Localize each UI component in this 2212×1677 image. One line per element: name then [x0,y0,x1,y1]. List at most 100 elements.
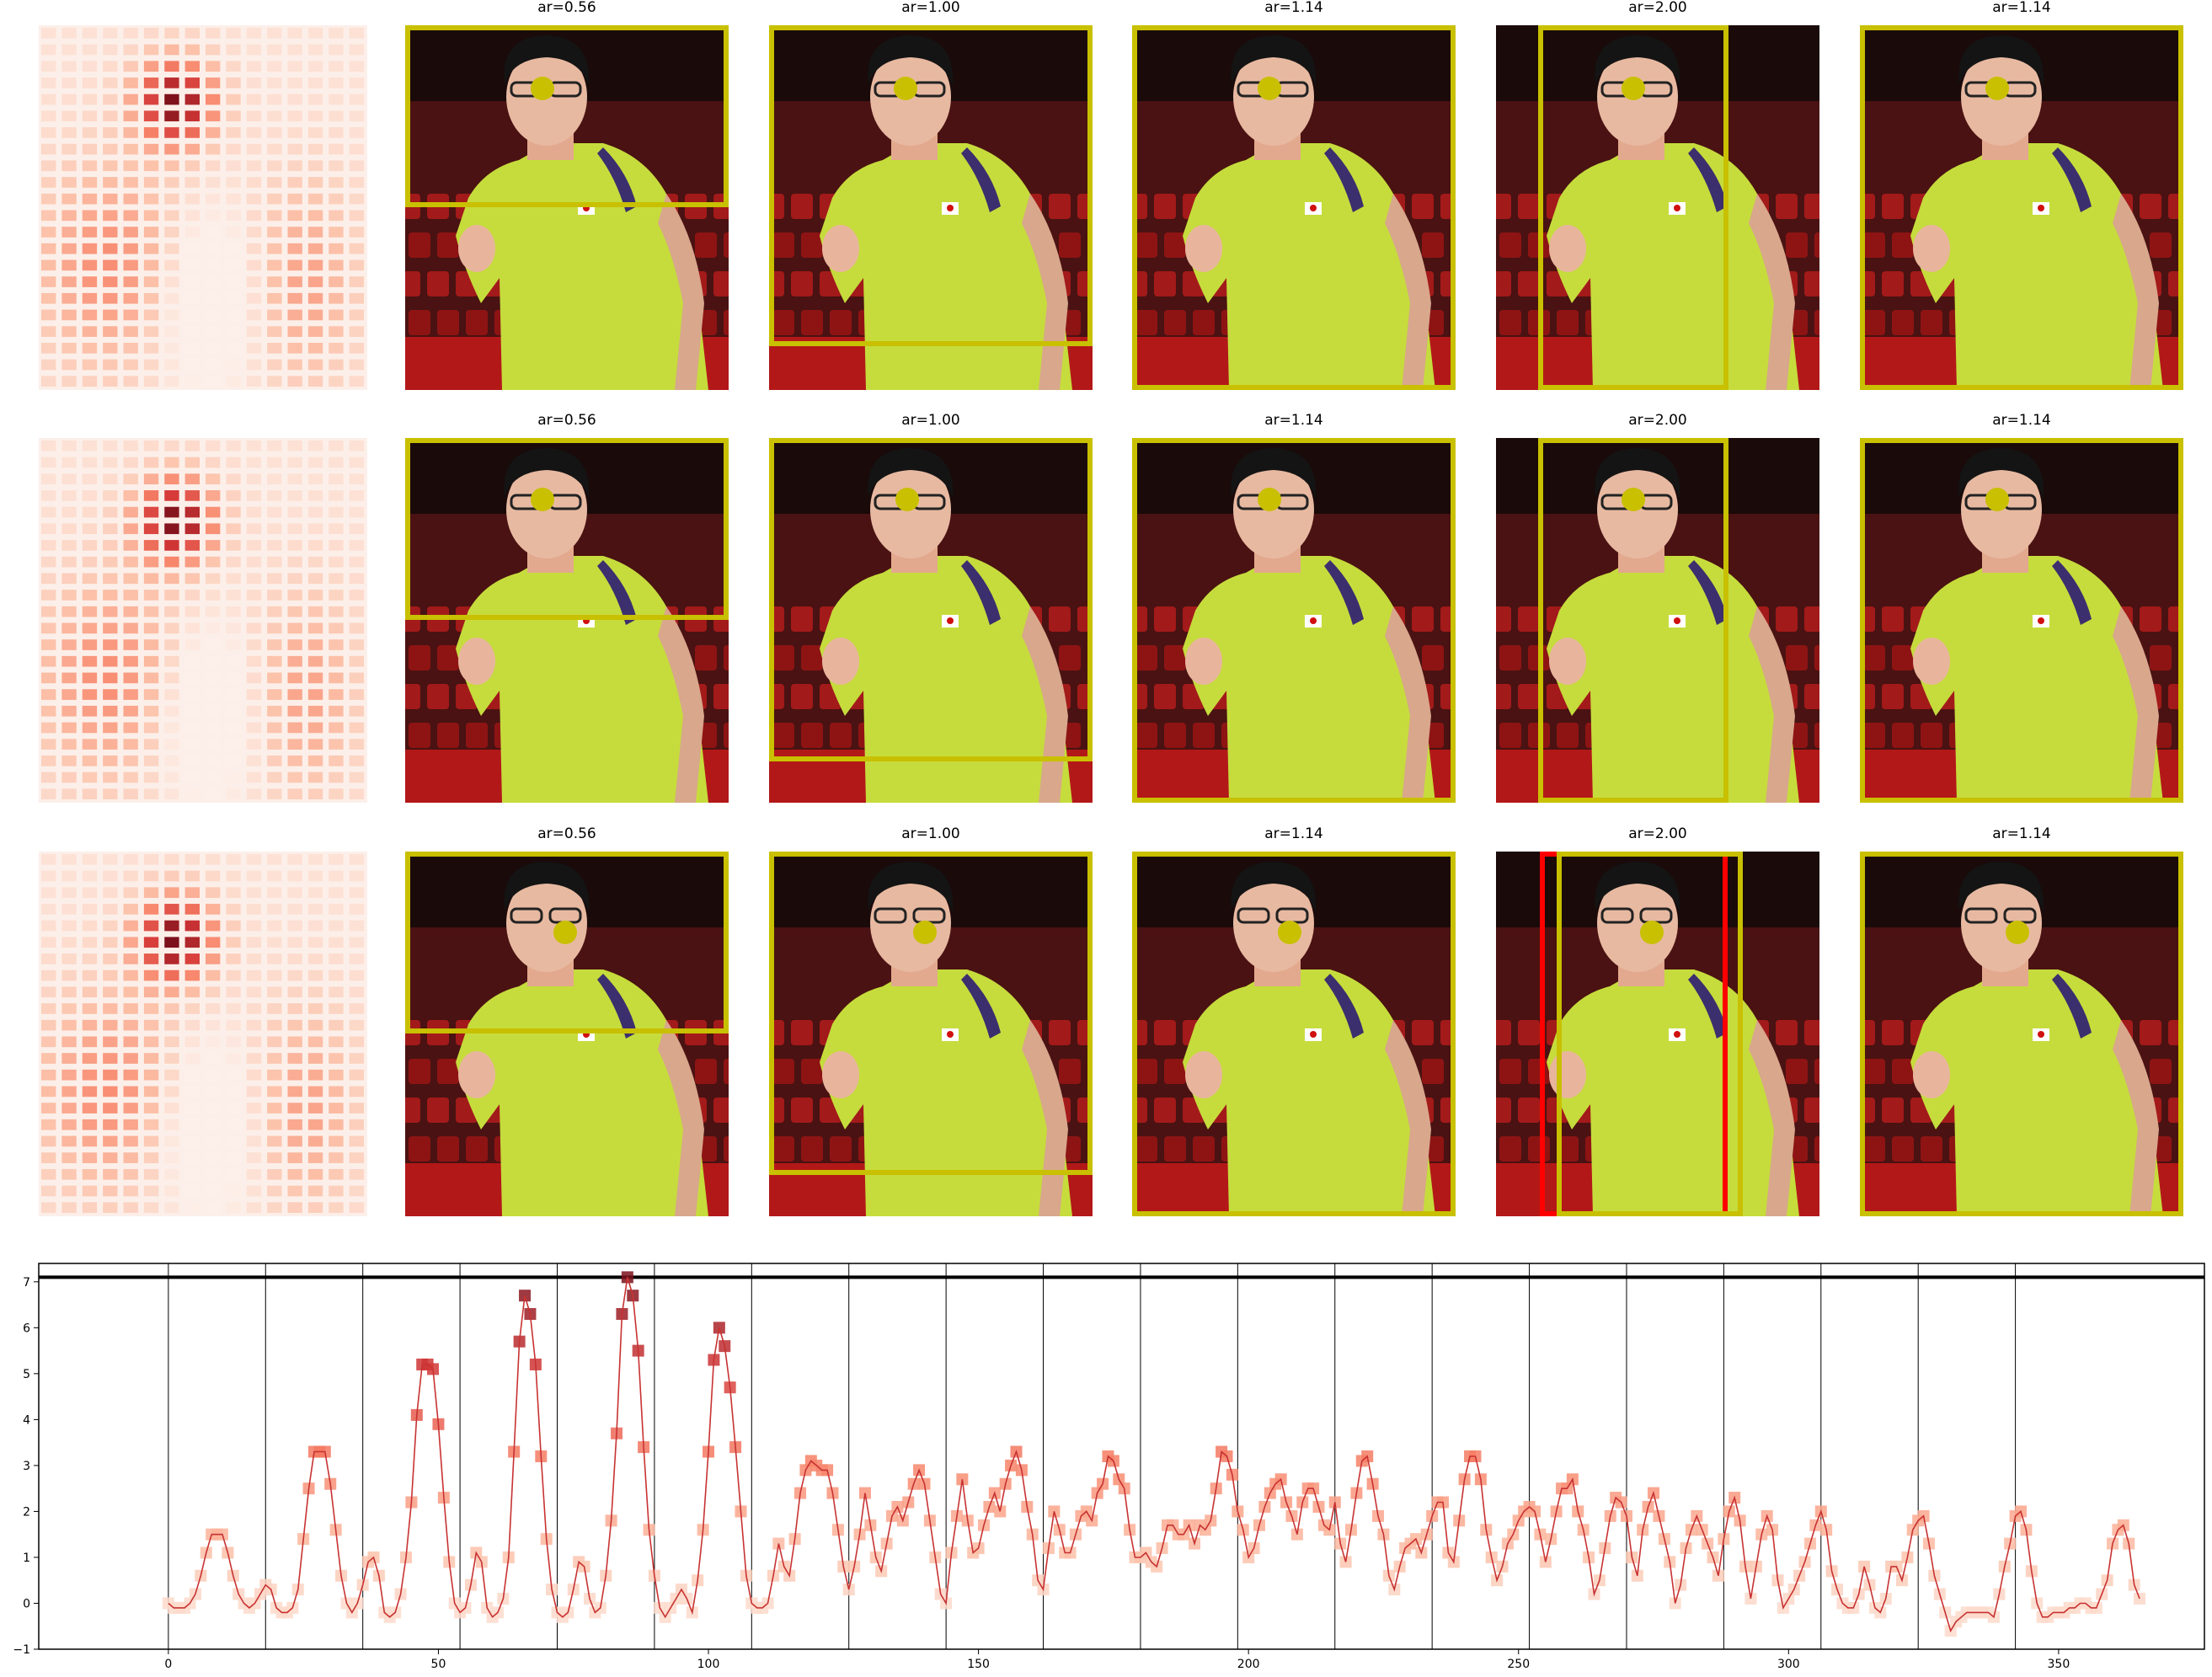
heatmap-cell [267,556,282,568]
face [1961,874,2042,972]
heatmap-cell [164,870,179,882]
seat [1776,606,1798,632]
heatmap-cell [226,292,241,304]
heatmap-cell [82,127,98,138]
seat [1863,1059,1885,1084]
heatmap-cell [123,523,138,535]
heatmap-cell [184,210,200,222]
heatmap-cell [143,904,159,915]
heatmap-cell [287,259,302,271]
panel-title: ar=0.56 [537,825,596,842]
heatmap-cell [226,110,241,122]
crop-box [769,25,1093,346]
heatmap-cell [307,326,323,337]
heatmap-cell [61,854,77,865]
heatmap-cell [143,259,159,271]
crop-panel: ar=1.14 [1860,0,2183,390]
seat [409,723,430,748]
seat [1496,1020,1511,1045]
heatmap-cell [307,1069,323,1081]
heatmap-cell [287,93,302,105]
heatmap-cell [61,110,77,122]
heatmap-cell [184,606,200,617]
heatmap-cell [267,1168,282,1180]
heatmap-cell [246,243,262,254]
heatmap-cell [246,376,262,387]
heatmap-cell [349,77,364,88]
heatmap-cell [267,309,282,321]
heatmap-cell [349,904,364,915]
focus-point [1640,921,1664,944]
heatmap-cell [103,622,118,634]
heatmap-cell [307,506,323,518]
heatmap-cell [41,1003,56,1014]
heatmap-cell [61,376,77,387]
heatmap-cell [329,61,344,72]
heatmap-cell [103,953,118,964]
heatmap-cell [206,243,221,254]
heatmap-cell [164,705,179,717]
heatmap-cell [61,1119,77,1130]
heatmap-cell [329,110,344,122]
heatmap-cell [82,1036,98,1048]
heatmap-cell [267,540,282,551]
seat [791,1020,813,1045]
heatmap-cell [123,556,138,568]
heatmap-cell [307,276,323,287]
heatmap-cell [206,772,221,783]
heatmap-cell [226,376,241,387]
heatmap-cell [103,77,118,88]
heatmap-cell [267,953,282,964]
heatmap-cell [246,473,262,485]
heatmap-cell [246,359,262,371]
seat [427,1098,449,1123]
heatmap-cell [123,606,138,617]
heatmap-cell [206,309,221,321]
heatmap-cell [82,177,98,188]
heatmap-cell [103,160,118,172]
seat [1059,645,1081,670]
heatmap-cell [226,1168,241,1180]
heatmap-cell [307,986,323,998]
panel-title: ar=0.56 [537,0,596,16]
jersey-stripe [597,147,637,212]
heatmap-cell [164,788,179,799]
heatmap-cell [267,755,282,766]
heatmap-cell [206,887,221,899]
seat [1193,310,1215,335]
fist [1549,225,1586,272]
jersey [820,969,1072,1216]
heatmap-cell [61,326,77,337]
heatmap-cell [287,904,302,915]
panel-title: ar=2.00 [1628,825,1687,842]
heatmap-cell [123,1135,138,1147]
heatmap-cell [349,110,364,122]
data-point [2134,1593,2146,1605]
player-photo [1132,25,1456,390]
seat [1921,723,1942,748]
crop-panel: ar=1.14 [1860,825,2183,1216]
heatmap-cell [143,457,159,468]
heatmap-cell [164,1168,179,1180]
heatmap-cell [82,655,98,667]
fist [458,1051,495,1098]
fist [822,1051,859,1098]
heatmap-cell [123,672,138,684]
heatmap-cell [287,490,302,501]
heatmap-cell [267,259,282,271]
heatmap-cell [349,1185,364,1197]
heatmap-cell [82,920,98,932]
heatmap-cell [82,870,98,882]
seat [409,645,430,670]
heatmap-cell [287,689,302,700]
seat [1892,1059,1914,1084]
heatmap-cell [82,622,98,634]
seat [1164,1136,1186,1162]
heatmap-cell [307,705,323,717]
heatmap-cell [267,788,282,799]
heatmap-cell [82,1003,98,1014]
heatmap-cell [206,1019,221,1031]
heatmap-cell [61,1103,77,1114]
heatmap-cell [143,772,159,783]
heatmap-cell [123,376,138,387]
